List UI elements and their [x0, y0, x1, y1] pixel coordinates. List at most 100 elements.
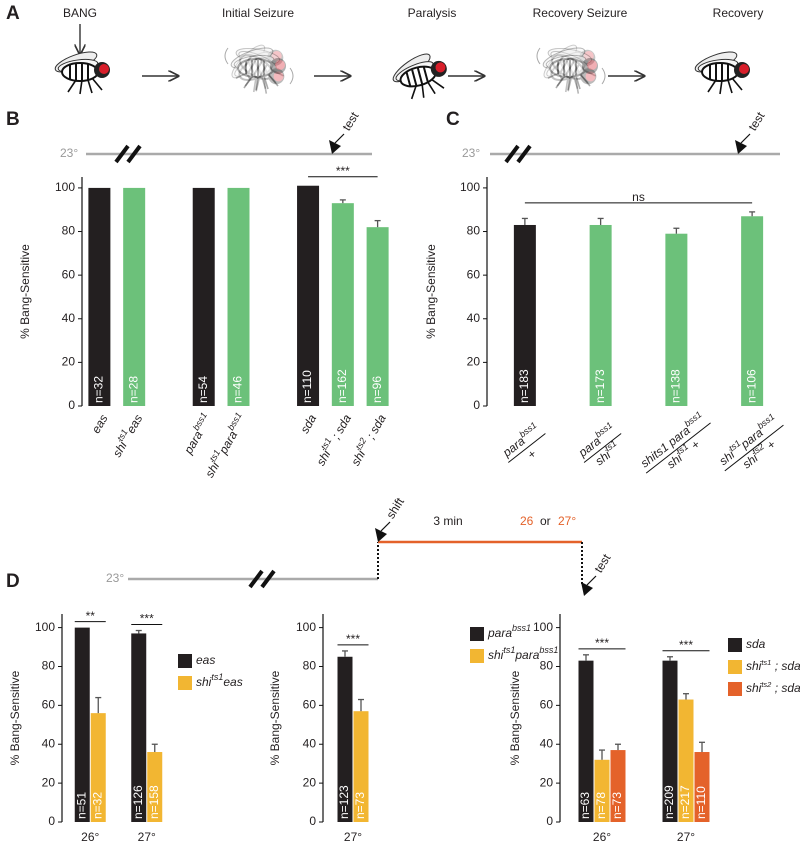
- shift-arrow: [375, 528, 387, 542]
- n-label: n=32: [90, 792, 104, 819]
- fly-seizure: [533, 33, 606, 101]
- label-part: bss1: [756, 412, 777, 432]
- fly-paralysed: [384, 44, 454, 106]
- step-label: Paralysis: [408, 6, 457, 20]
- time-break: [114, 144, 142, 164]
- y-axis-label: % Bang-Sensitive: [424, 244, 438, 339]
- label-part: shi: [203, 459, 223, 480]
- label-part: +: [525, 447, 539, 462]
- genotype-bar: [645, 422, 711, 474]
- n-label: n=138: [669, 369, 683, 403]
- label-part: bss1: [593, 420, 614, 440]
- x-tick-label: shits1eas: [108, 411, 146, 460]
- significance-label: ns: [632, 190, 645, 204]
- y-tick-label: 40: [62, 311, 76, 325]
- y-axis-label: % Bang-Sensitive: [18, 244, 32, 339]
- bar: [665, 233, 688, 406]
- bar: [353, 711, 369, 822]
- y-tick-label: 80: [540, 659, 554, 673]
- y-tick-label: 60: [467, 267, 481, 281]
- panel-label: A: [6, 3, 20, 24]
- legend-label: eas: [196, 653, 215, 667]
- x-tick-label: eas: [89, 412, 111, 436]
- label-part: shi: [314, 448, 334, 469]
- n-label: n=209: [662, 785, 676, 819]
- test-arrow: [329, 140, 341, 154]
- y-axis-label: % Bang-Sensitive: [508, 670, 522, 765]
- n-label: n=126: [131, 785, 145, 819]
- label-part: bss1: [539, 646, 558, 656]
- label-part: ; sda: [771, 681, 800, 695]
- fly: [51, 46, 111, 95]
- bar: [131, 633, 147, 822]
- label-part: ts1: [211, 673, 223, 683]
- test-arrow-line: [334, 133, 345, 144]
- n-label: n=217: [678, 785, 692, 819]
- n-label: n=73: [610, 792, 624, 819]
- y-tick-label: 0: [546, 814, 553, 828]
- label-part: ; sda: [362, 412, 389, 445]
- legend-label: sda: [746, 637, 766, 651]
- panel-label: D: [6, 571, 20, 592]
- n-label: n=173: [593, 369, 607, 403]
- label-part: ts1: [503, 646, 515, 656]
- n-label: n=78: [594, 792, 608, 819]
- y-tick-label: 20: [303, 775, 317, 789]
- y-tick-label: 20: [62, 355, 76, 369]
- x-tick-label: 27°: [138, 830, 156, 844]
- y-tick-label: 0: [48, 814, 55, 828]
- chart: 0 20 40 60 80 100 % Bang-Sensitive 27° n=123 para…: [268, 614, 558, 844]
- significance-label: ***: [595, 636, 609, 650]
- legend-swatch: [470, 649, 484, 663]
- y-tick-label: 0: [473, 398, 480, 412]
- y-axis-label: % Bang-Sensitive: [268, 670, 282, 765]
- bar: [227, 187, 250, 406]
- test-arrow-line: [586, 575, 597, 586]
- significance-label: ***: [679, 638, 693, 652]
- label-part: bss1: [683, 410, 704, 430]
- label-part: para: [487, 626, 512, 640]
- step-label: Initial Seizure: [222, 6, 294, 20]
- temp-label: 26: [520, 514, 534, 528]
- bar: [90, 713, 106, 822]
- bar: [192, 187, 215, 406]
- bar: [610, 750, 626, 822]
- label-part: shi: [746, 681, 762, 695]
- label-part: shi: [488, 648, 504, 662]
- label-part: ts1: [761, 658, 771, 667]
- duration-label: 3 min: [433, 514, 462, 528]
- y-tick-label: 40: [42, 736, 56, 750]
- bar: [589, 224, 612, 406]
- y-tick-label: 40: [540, 736, 554, 750]
- bar: [147, 752, 163, 822]
- label-part: bss1: [518, 420, 539, 440]
- label-part: shi: [196, 675, 212, 689]
- label-part: shi: [110, 439, 130, 460]
- label-part: shi: [746, 659, 762, 673]
- label-part: bss1: [191, 411, 209, 432]
- bar: [513, 224, 536, 406]
- y-tick-label: 20: [42, 775, 56, 789]
- label-part: ; sda: [771, 659, 800, 673]
- panel-label: C: [446, 109, 460, 130]
- x-tick-label: sda: [298, 412, 320, 436]
- timeline-temp: 23°: [106, 571, 124, 585]
- step-label: Recovery Seizure: [533, 6, 628, 20]
- label-part: sda: [746, 637, 766, 651]
- y-tick-label: 100: [533, 620, 553, 634]
- n-label: n=32: [92, 376, 106, 403]
- legend-label: shits2 ; sda: [746, 680, 800, 695]
- bar: [578, 660, 594, 822]
- label-part: eas: [223, 675, 242, 689]
- y-tick-label: 80: [467, 224, 481, 238]
- bar: [741, 216, 764, 406]
- legend-label: shits1eas: [196, 673, 243, 690]
- legend-swatch: [728, 682, 742, 696]
- genotype-bar: [508, 433, 546, 463]
- y-tick-label: 80: [42, 659, 56, 673]
- x-tick-label: parabss1: [179, 411, 215, 457]
- bar: [694, 752, 710, 822]
